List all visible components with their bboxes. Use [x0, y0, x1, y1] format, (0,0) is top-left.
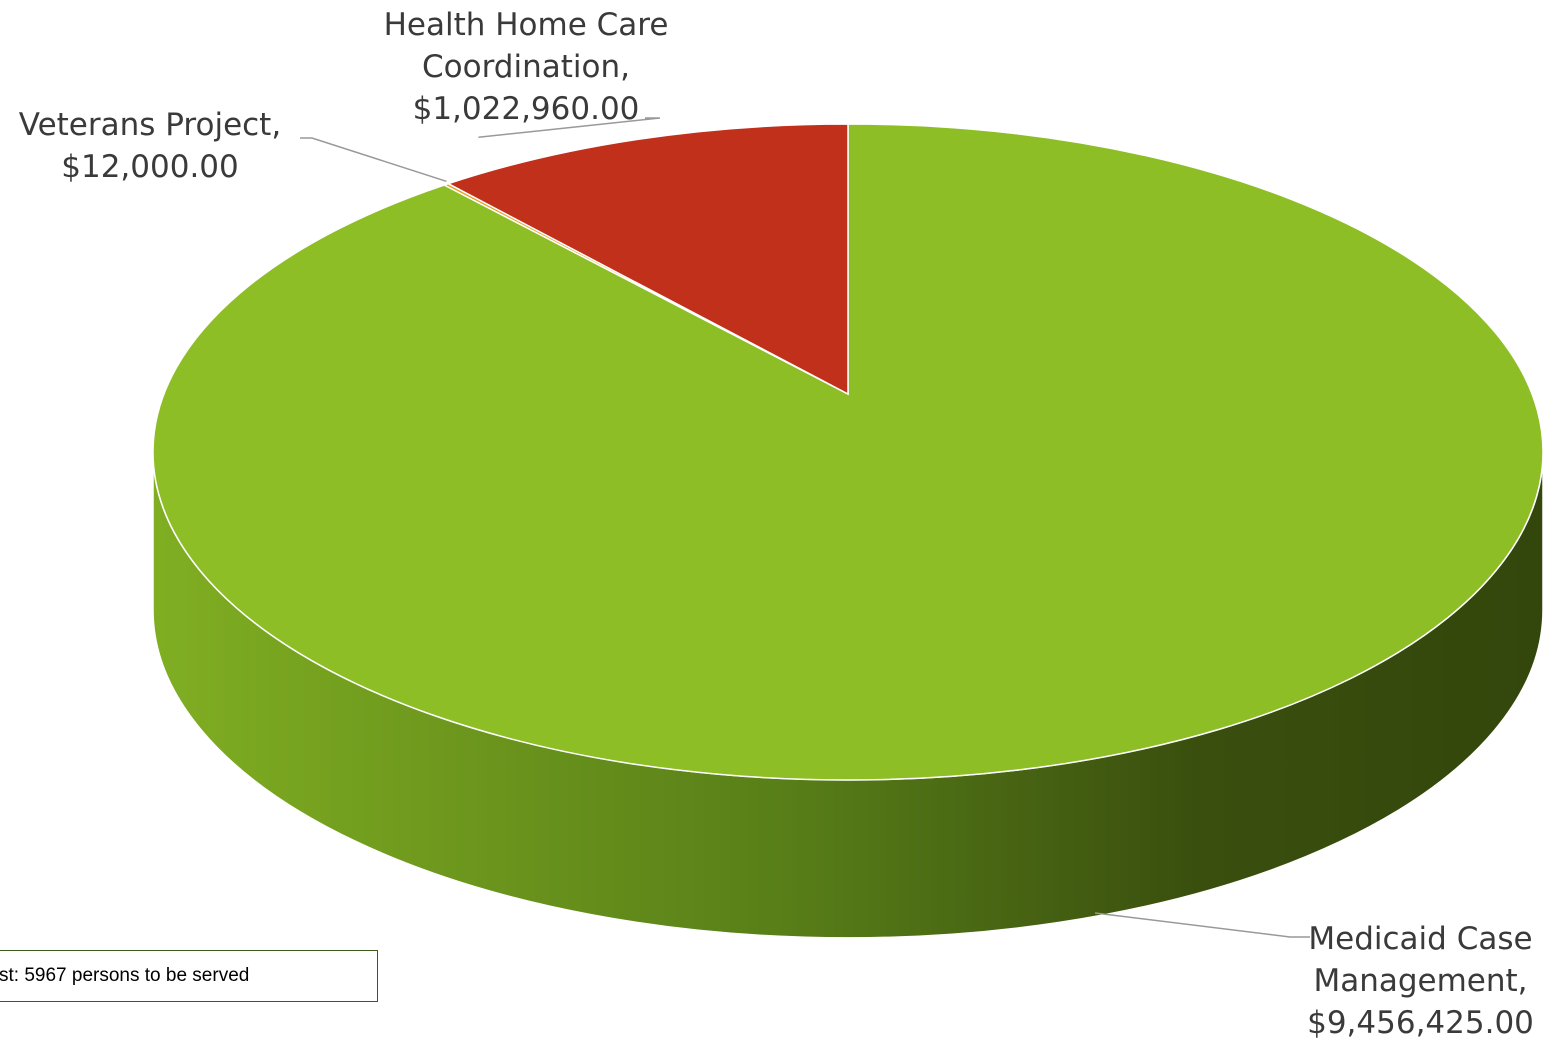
pie-slice: [446, 123, 849, 396]
leader-line: [300, 137, 447, 183]
data-label: Veterans Project, $12,000.00: [18, 107, 282, 185]
data-label: Medicaid Case Management, $9,456,425.00: [1307, 921, 1534, 1041]
leader-line: [1094, 912, 1310, 938]
pie-slice: [152, 123, 1544, 781]
data-label: Health Home Care Coordination, $1,022,96…: [383, 7, 669, 127]
annotation: st: 5967 persons to be served: [0, 950, 378, 1002]
leader-line: [478, 117, 661, 139]
